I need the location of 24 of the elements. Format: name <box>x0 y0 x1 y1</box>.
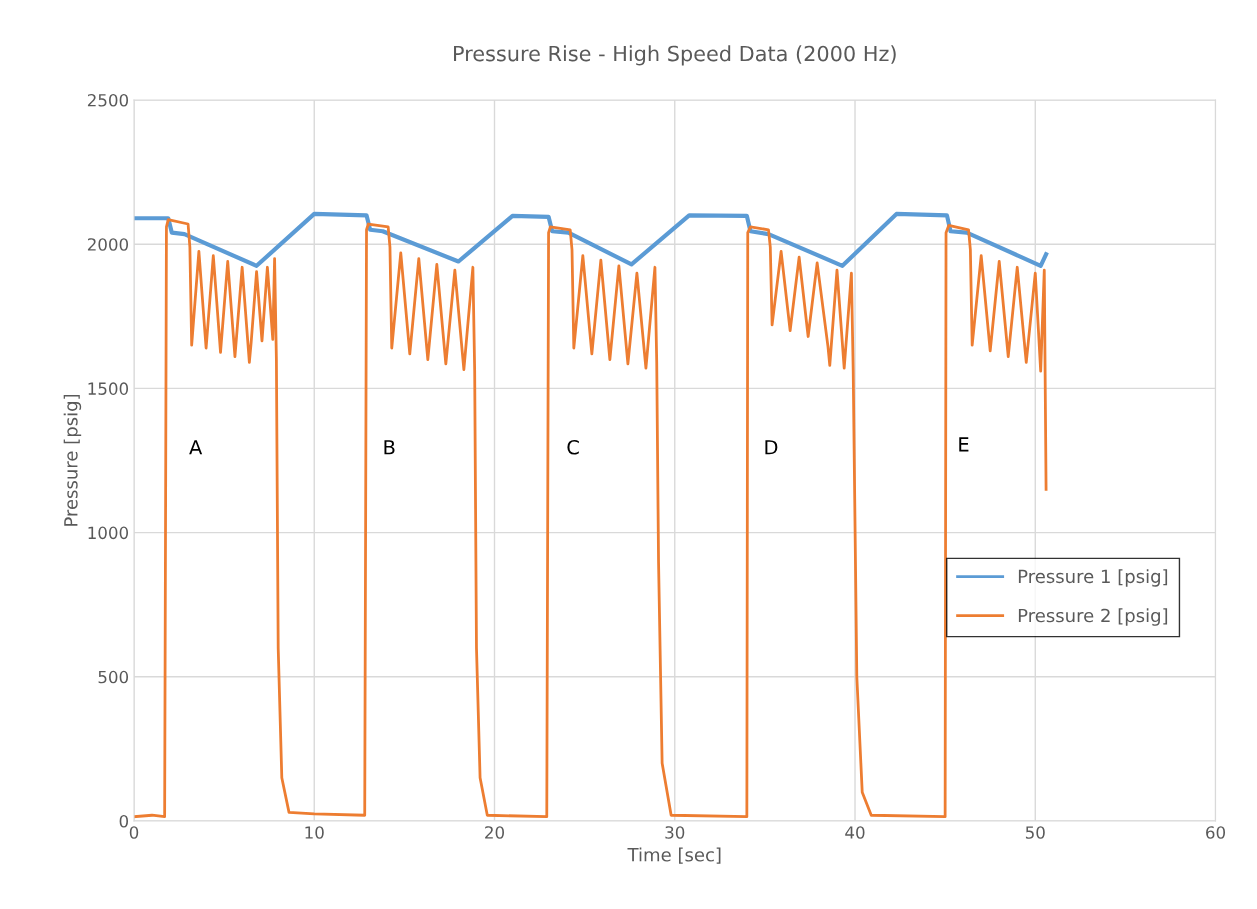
y-tick-label: 500 <box>98 670 129 684</box>
legend-label: Pressure 1 [psig] <box>1018 569 1168 587</box>
y-tick-label: 0 <box>119 814 129 828</box>
line-series <box>134 211 1049 268</box>
chart-title: Pressure Rise - High Speed Data (2000 Hz) <box>454 45 896 66</box>
x-tick-label: 40 <box>845 826 865 839</box>
annotation: D <box>765 440 778 455</box>
x-tick-label: 60 <box>1206 826 1226 839</box>
x-tick-label: 20 <box>485 826 504 839</box>
x-tick-label: 30 <box>665 826 685 839</box>
annotation: C <box>567 439 579 455</box>
y-tick-label: 1500 <box>88 382 129 395</box>
y-tick-label: 1000 <box>88 526 129 540</box>
y-tick-label: 2500 <box>87 93 129 107</box>
annotation: B <box>384 440 395 455</box>
annotation: A <box>189 440 203 455</box>
x-tick-label: 0 <box>129 826 139 839</box>
x-axis-title: Time [sec] <box>627 847 721 864</box>
x-tick-label: 10 <box>305 826 324 839</box>
x-tick-label: 50 <box>1025 826 1045 839</box>
legend-label: Pressure 2 [psig] <box>1018 608 1168 626</box>
y-tick-label: 2000 <box>87 238 129 251</box>
annotation: E <box>959 437 969 452</box>
y-axis-title: Pressure [psig] <box>63 394 82 526</box>
